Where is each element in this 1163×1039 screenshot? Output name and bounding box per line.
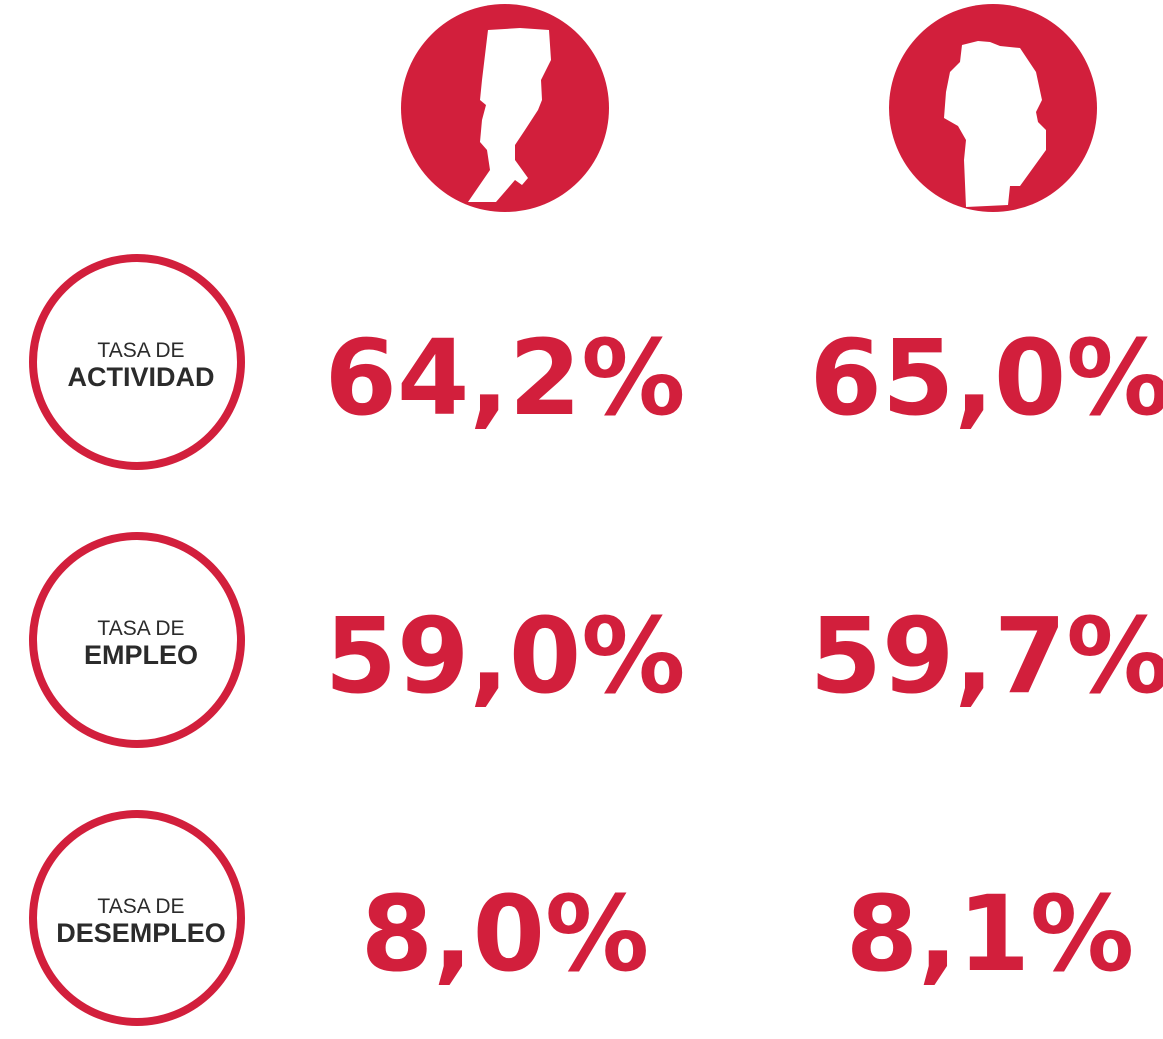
rate-value: 65,0% <box>810 317 1163 439</box>
label-main: DESEMPLEO <box>56 918 226 948</box>
label-prefix: TASA DE <box>97 895 184 918</box>
label-prefix: TASA DE <box>97 617 184 640</box>
province-icon <box>401 4 609 212</box>
label-ring <box>29 810 245 1026</box>
label-prefix: TASA DE <box>97 339 184 362</box>
rate-value: 8,0% <box>361 873 649 995</box>
rate-value: 59,0% <box>325 595 686 717</box>
label-ring <box>29 254 245 470</box>
label-ring <box>29 532 245 748</box>
label-main: ACTIVIDAD <box>68 362 215 392</box>
province-icon <box>889 4 1097 212</box>
label-main: EMPLEO <box>84 640 198 670</box>
rate-value: 8,1% <box>846 873 1134 995</box>
rate-value: 59,7% <box>810 595 1163 717</box>
rate-value: 64,2% <box>325 317 686 439</box>
